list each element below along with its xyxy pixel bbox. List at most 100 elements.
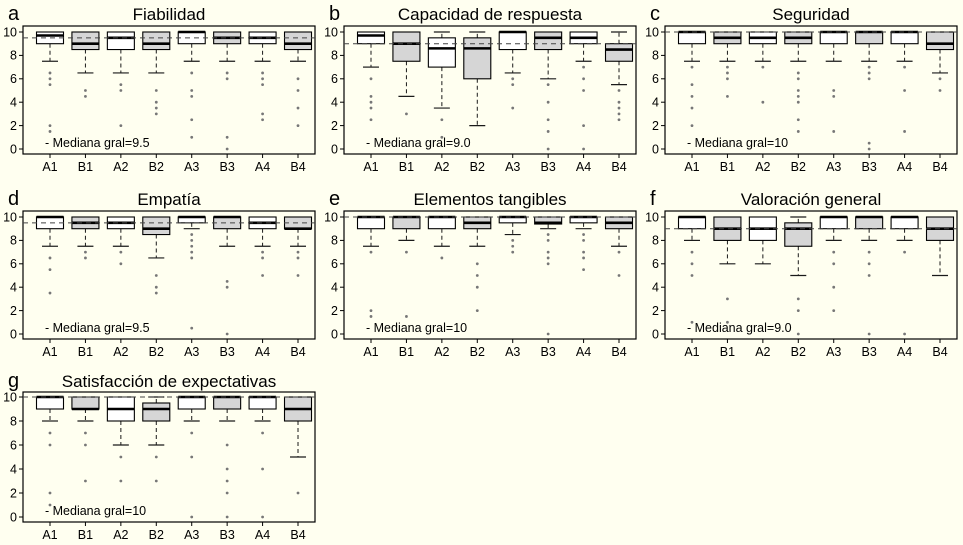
box-B1 bbox=[392, 31, 421, 62]
x-tick-label: B3 bbox=[541, 345, 556, 359]
outlier-point bbox=[369, 118, 373, 122]
x-tick-label: A2 bbox=[434, 160, 449, 174]
outlier-point bbox=[511, 77, 515, 81]
outlier-point bbox=[154, 112, 158, 116]
outlier-point bbox=[369, 309, 373, 312]
box-A4 bbox=[890, 31, 919, 45]
box-A3 bbox=[177, 31, 206, 45]
x-tick-label: A1 bbox=[684, 345, 699, 359]
outlier-point bbox=[796, 332, 800, 336]
outlier-point bbox=[405, 315, 408, 318]
outlier-point bbox=[832, 89, 836, 92]
outlier-point bbox=[190, 233, 194, 236]
outlier-point bbox=[48, 77, 52, 81]
outlier-point bbox=[903, 89, 906, 92]
outlier-point bbox=[796, 130, 800, 133]
x-tick-label: A1 bbox=[684, 160, 699, 174]
y-tick-label: 0 bbox=[10, 142, 17, 156]
outlier-point bbox=[48, 443, 52, 447]
box-A3 bbox=[819, 216, 848, 230]
box-A2 bbox=[106, 31, 135, 51]
outlier-point bbox=[832, 250, 836, 254]
outlier-point bbox=[119, 250, 123, 254]
outlier-point bbox=[405, 250, 408, 254]
plot-area: 0 2 4 6 8 10 A1 B1 A2 B2 A3 B3 A4 B4 bbox=[645, 25, 958, 174]
outlier-point bbox=[690, 83, 694, 87]
plot-area: 0 2 4 6 8 10 A1 B1 A2 B2 A3 B3 A4 B4 bbox=[3, 25, 316, 174]
x-tick-label: B1 bbox=[78, 345, 93, 359]
outlier-point bbox=[296, 250, 300, 254]
outlier-point bbox=[867, 71, 871, 75]
y-tick-label: 4 bbox=[10, 462, 17, 476]
outlier-point bbox=[296, 256, 300, 260]
outlier-point bbox=[48, 71, 52, 75]
y-tick-label: 0 bbox=[331, 327, 338, 341]
x-tick-label: B1 bbox=[78, 528, 93, 542]
outlier-point bbox=[511, 250, 515, 254]
x-tick-label: A2 bbox=[113, 528, 128, 542]
outlier-point bbox=[903, 332, 906, 336]
outlier-point bbox=[190, 250, 194, 254]
x-tick-label: B4 bbox=[290, 345, 305, 359]
x-tick-label: B4 bbox=[932, 345, 947, 359]
outlier-point bbox=[225, 71, 229, 75]
y-tick-label: 10 bbox=[645, 210, 659, 224]
outlier-point bbox=[48, 130, 52, 133]
x-tick-label: B2 bbox=[470, 160, 485, 174]
outlier-point bbox=[225, 491, 229, 495]
plot-frame bbox=[343, 210, 637, 340]
x-tick-label: A1 bbox=[42, 345, 57, 359]
outlier-point bbox=[690, 65, 694, 69]
x-tick-label: B3 bbox=[862, 160, 877, 174]
x-tick-label: A3 bbox=[826, 160, 841, 174]
box-B4 bbox=[925, 31, 955, 51]
outlier-point bbox=[369, 315, 373, 318]
box-B4 bbox=[604, 43, 634, 62]
outlier-point bbox=[832, 262, 836, 266]
outlier-point bbox=[690, 94, 694, 98]
outlier-point bbox=[154, 274, 158, 277]
outlier-point bbox=[190, 71, 194, 75]
panel-title: Seguridad bbox=[772, 5, 850, 24]
y-tick-label: 10 bbox=[3, 210, 17, 224]
y-tick-label: 10 bbox=[645, 25, 659, 39]
outlier-point bbox=[190, 239, 194, 242]
outlier-point bbox=[48, 256, 52, 260]
y-tick-label: 6 bbox=[10, 438, 17, 452]
panel-title: Empatía bbox=[137, 190, 201, 209]
outlier-point bbox=[119, 89, 123, 92]
y-tick-label: 8 bbox=[10, 49, 17, 63]
y-tick-label: 8 bbox=[10, 234, 17, 248]
outlier-point bbox=[726, 297, 729, 301]
y-tick-label: 2 bbox=[10, 486, 17, 500]
outlier-point bbox=[903, 250, 906, 254]
outlier-point bbox=[225, 147, 229, 151]
panel-letter: c bbox=[650, 3, 660, 25]
outlier-point bbox=[225, 135, 229, 139]
outlier-point bbox=[617, 106, 621, 110]
x-tick-label: B2 bbox=[149, 160, 164, 174]
outlier-point bbox=[225, 332, 229, 336]
y-tick-label: 10 bbox=[324, 25, 338, 39]
outlier-point bbox=[867, 65, 871, 69]
y-tick-label: 4 bbox=[652, 281, 659, 295]
outlier-point bbox=[440, 256, 444, 260]
outlier-point bbox=[190, 431, 194, 435]
box-B2 bbox=[142, 216, 171, 236]
x-tick-label: A1 bbox=[363, 345, 378, 359]
outlier-point bbox=[617, 112, 621, 116]
y-tick-label: 4 bbox=[10, 281, 17, 295]
outlier-point bbox=[617, 89, 621, 92]
x-tick-label: A2 bbox=[434, 345, 449, 359]
panel-letter: b bbox=[329, 3, 340, 25]
outlier-point bbox=[582, 147, 585, 151]
outlier-point bbox=[369, 100, 373, 104]
outlier-point bbox=[119, 124, 123, 127]
panel-fiabilidad: a Fiabilidad 0 2 4 6 8 10 A1 B1 A2 B2 A3 B3 A4 B4 - M… bbox=[0, 0, 321, 185]
outlier-point bbox=[190, 326, 194, 330]
median-annotation: - Mediana gral=9.0 bbox=[366, 136, 471, 150]
x-tick-label: B4 bbox=[290, 528, 305, 542]
outlier-point bbox=[546, 262, 550, 266]
outlier-point bbox=[154, 285, 158, 289]
